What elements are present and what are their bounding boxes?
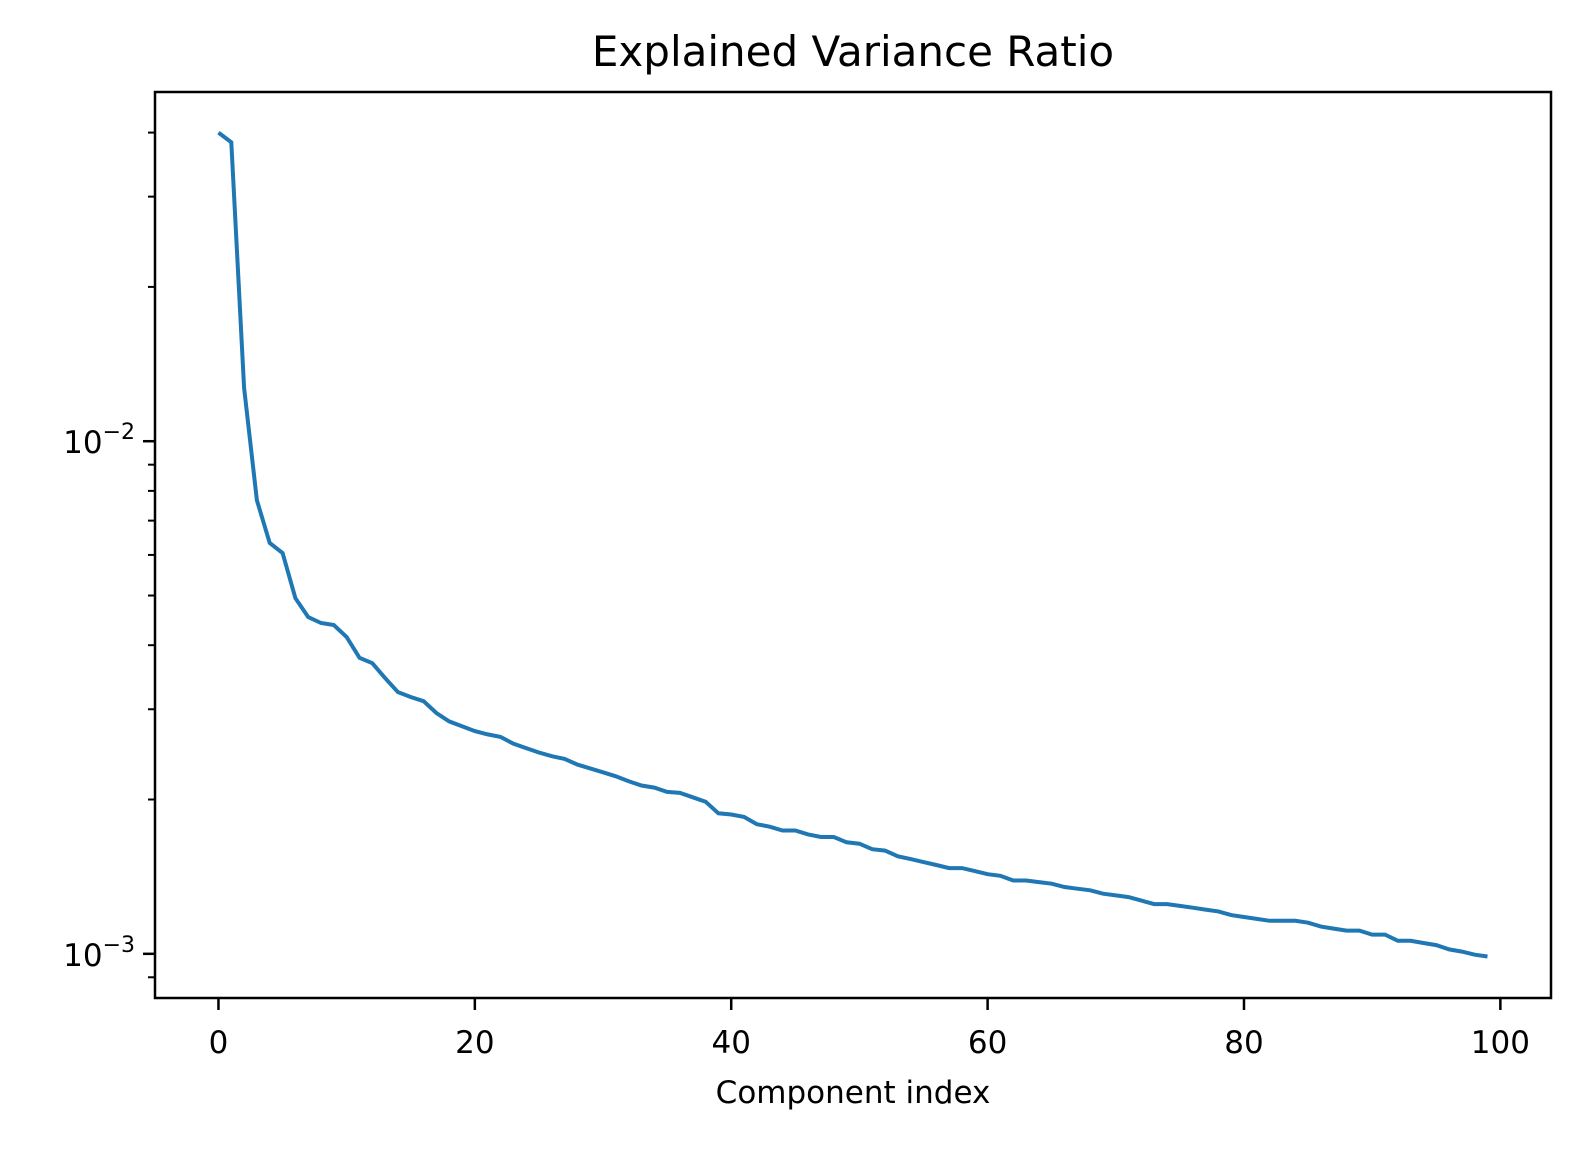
y-axis: 10−2 10−3 <box>63 131 155 979</box>
chart-title: Explained Variance Ratio <box>592 27 1114 76</box>
x-tick-label: 60 <box>968 1025 1007 1061</box>
y-tick-label: 10−2 <box>63 420 135 461</box>
x-tick-label: 0 <box>209 1025 229 1061</box>
x-tick-label: 80 <box>1224 1025 1263 1061</box>
plot-frame <box>153 90 1553 1000</box>
x-axis: 0 20 40 60 80 100 <box>209 998 1530 1061</box>
x-tick-label: 40 <box>711 1025 750 1061</box>
x-axis-label: Component index <box>716 1075 991 1111</box>
x-tick-label: 100 <box>1471 1025 1530 1061</box>
x-tick-label: 20 <box>455 1025 494 1061</box>
data-line <box>217 131 1488 959</box>
series-line-0 <box>217 131 1488 959</box>
y-tick-label: 10−3 <box>63 933 135 974</box>
